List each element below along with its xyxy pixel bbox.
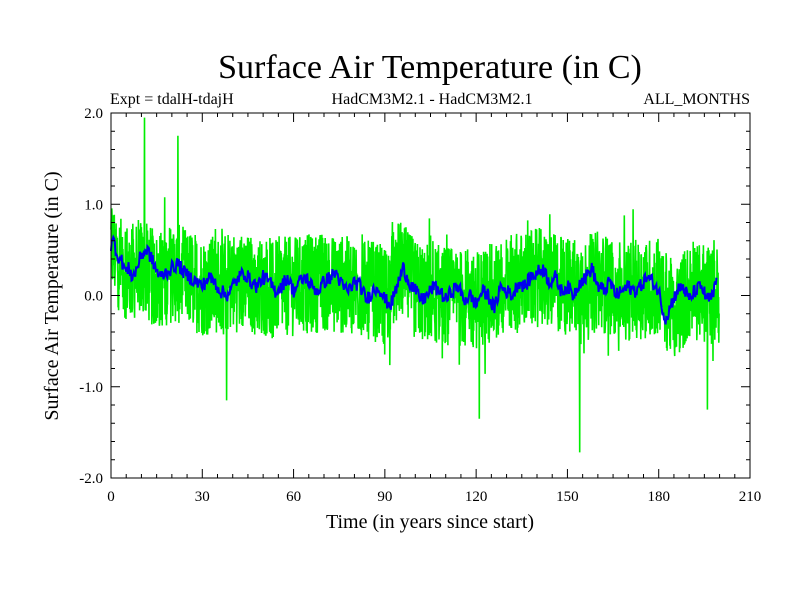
- x-tick-label: 150: [556, 489, 579, 505]
- x-tick-label: 0: [107, 489, 115, 505]
- x-tick-label: 180: [647, 489, 670, 505]
- chart-title: Surface Air Temperature (in C): [218, 49, 642, 86]
- x-tick-label: 90: [377, 489, 392, 505]
- series-line-smoothed: [110, 234, 718, 325]
- x-tick-label: 120: [465, 489, 488, 505]
- plot-series-group: [110, 117, 720, 453]
- y-tick-label: -2.0: [79, 471, 103, 487]
- y-tick-label: 2.0: [84, 106, 103, 122]
- y-axis-label: Surface Air Temperature (in C): [41, 171, 63, 420]
- x-axis-label: Time (in years since start): [326, 511, 534, 533]
- x-tick-label: 60: [286, 489, 301, 505]
- chart-subtitle-experiment: Expt = tdalH-tdajH: [110, 91, 234, 108]
- chart-subtitle-models: HadCM3M2.1 - HadCM3M2.1: [332, 91, 533, 108]
- chart-subtitle-months: ALL_MONTHS: [643, 91, 750, 108]
- x-tick-label: 210: [739, 489, 762, 505]
- y-axis: -2.0 -1.0 0.0 1.0 2.0: [79, 106, 750, 487]
- y-tick-label: 0.0: [84, 289, 103, 305]
- y-tick-label: 1.0: [84, 197, 103, 213]
- y-tick-label: -1.0: [79, 380, 103, 396]
- x-tick-label: 30: [195, 489, 210, 505]
- x-axis: 0 30 60 90 120 150 180 210: [107, 113, 761, 505]
